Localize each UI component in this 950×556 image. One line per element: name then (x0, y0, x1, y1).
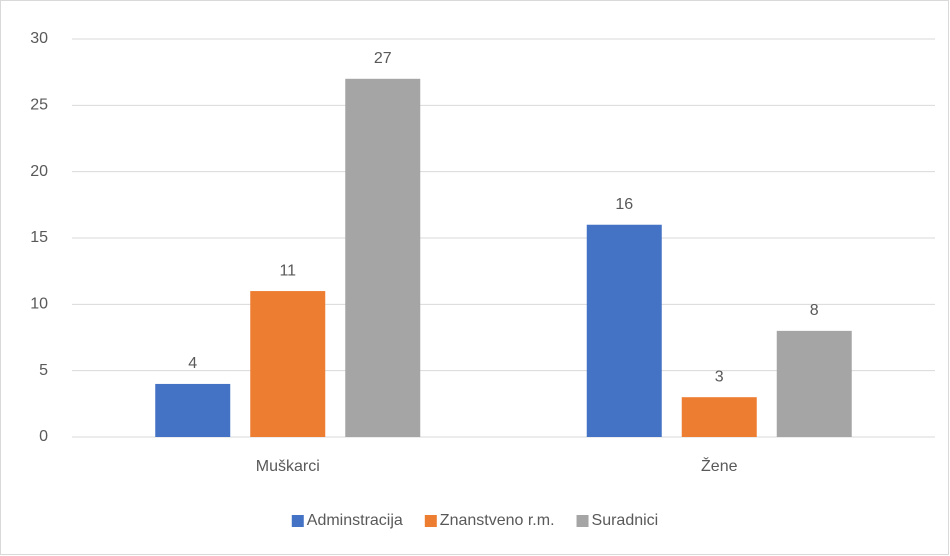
legend-swatch (424, 515, 437, 527)
bar (586, 224, 662, 437)
data-label: 4 (188, 355, 197, 372)
data-label: 27 (374, 50, 392, 67)
bar (250, 291, 326, 437)
bar (681, 397, 757, 437)
y-tick-label: 0 (39, 428, 48, 445)
bar (345, 78, 421, 438)
data-label: 16 (615, 196, 633, 213)
data-label: 3 (715, 368, 724, 385)
y-tick-label: 10 (30, 296, 48, 313)
bar (776, 330, 852, 437)
data-label: 11 (279, 262, 296, 279)
y-tick-label: 30 (30, 30, 48, 47)
x-tick-label: Muškarci (256, 458, 320, 475)
legend-label: Suradnici (592, 512, 659, 529)
data-label: 8 (810, 302, 819, 319)
x-tick-label: Žene (701, 456, 738, 475)
y-tick-label: 20 (30, 163, 48, 180)
legend-swatch (576, 515, 589, 527)
y-tick-label: 15 (30, 229, 48, 246)
legend-label: Adminstracija (307, 512, 403, 529)
legend-label: Znanstveno r.m. (440, 512, 555, 529)
y-tick-label: 25 (30, 97, 48, 114)
legend-swatch (291, 515, 304, 527)
y-tick-label: 5 (39, 362, 48, 379)
bar (155, 383, 231, 437)
